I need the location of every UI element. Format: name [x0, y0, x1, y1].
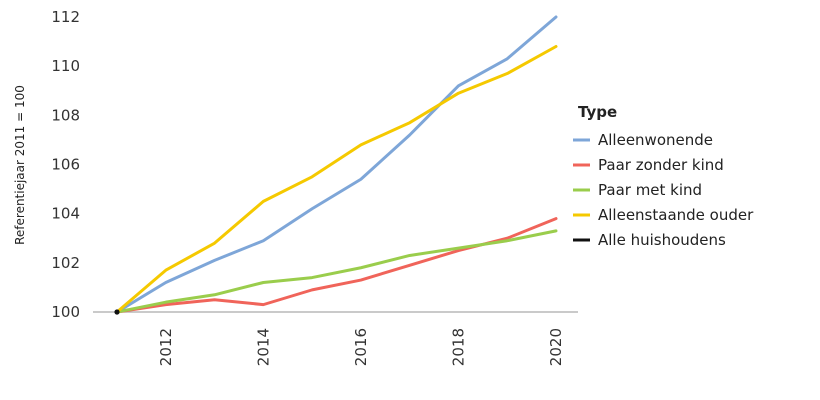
y-tick-label: 102	[51, 254, 80, 272]
x-tick-label: 2014	[254, 328, 272, 366]
x-tick-label: 2012	[157, 328, 175, 366]
y-axis-title: Referentiejaar 2011 = 100	[13, 85, 27, 245]
legend: Type Alleenwonende Paar zonder kind Paar m…	[573, 103, 754, 249]
x-tick-labels: 2012 2014 2016 2018 2020	[157, 328, 565, 366]
y-tick-label: 110	[51, 57, 80, 75]
series-line	[115, 229, 558, 314]
y-tick-label: 106	[51, 156, 80, 174]
x-tick-label: 2016	[352, 328, 370, 366]
series-point	[114, 309, 120, 315]
legend-label: Alle huishoudens	[598, 231, 726, 249]
legend-items: Alleenwonende Paar zonder kind Paar met ki…	[573, 131, 754, 249]
y-tick-label: 108	[51, 106, 80, 124]
x-tick-label: 2018	[449, 328, 467, 366]
series-line	[115, 45, 558, 314]
legend-title: Type	[578, 103, 617, 121]
x-tick-label: 2020	[547, 328, 565, 366]
y-tick-label: 100	[51, 303, 80, 321]
legend-label: Alleenwonende	[598, 131, 713, 149]
legend-label: Alleenstaande ouder	[598, 206, 754, 224]
legend-label: Paar zonder kind	[598, 156, 724, 174]
y-tick-labels: 100 102 104 106 108 110 112	[51, 8, 80, 321]
series-line	[115, 217, 558, 314]
series-line	[115, 15, 558, 314]
series-lines	[114, 15, 558, 315]
y-tick-label: 104	[51, 205, 80, 223]
y-tick-label: 112	[51, 8, 80, 26]
legend-label: Paar met kind	[598, 181, 702, 199]
